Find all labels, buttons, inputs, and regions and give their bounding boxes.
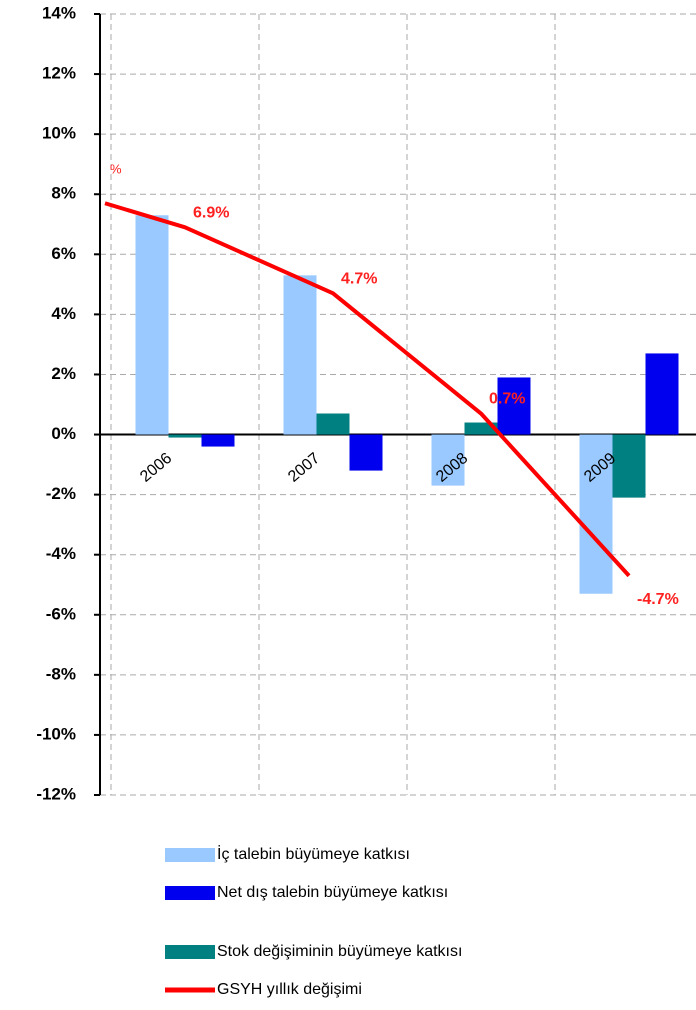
y-tick-label: 8%: [51, 184, 76, 203]
bar: [612, 434, 646, 498]
y-tick-label: 0%: [51, 424, 76, 443]
data-label: 6.9%: [193, 204, 229, 221]
data-label: 0.7%: [489, 391, 525, 408]
legend-label: Net dış talebin büyümeye katkısı: [217, 884, 448, 901]
bar: [349, 434, 383, 471]
legend-label: Stok değişiminin büyümeye katkısı: [217, 943, 462, 960]
line: [104, 201, 631, 578]
bar: [283, 275, 317, 435]
bar: [201, 434, 235, 447]
y-tick-label: -8%: [46, 664, 76, 683]
legend-swatch: [165, 886, 215, 900]
data-label: 4.7%: [341, 271, 377, 288]
y-tick-label: 10%: [42, 124, 76, 143]
bar: [431, 434, 465, 486]
y-tick-label: 2%: [51, 364, 76, 383]
bar: [168, 434, 202, 438]
bar: [497, 377, 531, 435]
legend-swatch: [165, 945, 215, 959]
x-tick-label: 2007: [285, 450, 323, 486]
y-tick-label: 12%: [42, 64, 76, 83]
bar: [579, 434, 613, 594]
y-tick-label: -4%: [46, 544, 76, 563]
y-tick-label: 4%: [51, 304, 76, 323]
y-tick-label: -2%: [46, 484, 76, 503]
bar: [135, 215, 169, 435]
unit-label: %: [110, 161, 122, 176]
bar: [316, 413, 350, 435]
y-tick-label: -10%: [36, 724, 76, 743]
legend-swatch: [165, 848, 215, 862]
y-tick-label: 14%: [42, 3, 76, 22]
x-tick-label: 2006: [137, 450, 175, 486]
bar: [645, 353, 679, 435]
y-tick-label: -12%: [36, 784, 76, 803]
data-label: -4.7%: [637, 591, 679, 608]
legend-label: GSYH yıllık değişimi: [217, 981, 362, 998]
y-tick-label: 6%: [51, 244, 76, 263]
bar: [464, 422, 498, 435]
legend-label: İç talebin büyümeye katkısı: [217, 844, 410, 863]
y-tick-label: -6%: [46, 604, 76, 623]
